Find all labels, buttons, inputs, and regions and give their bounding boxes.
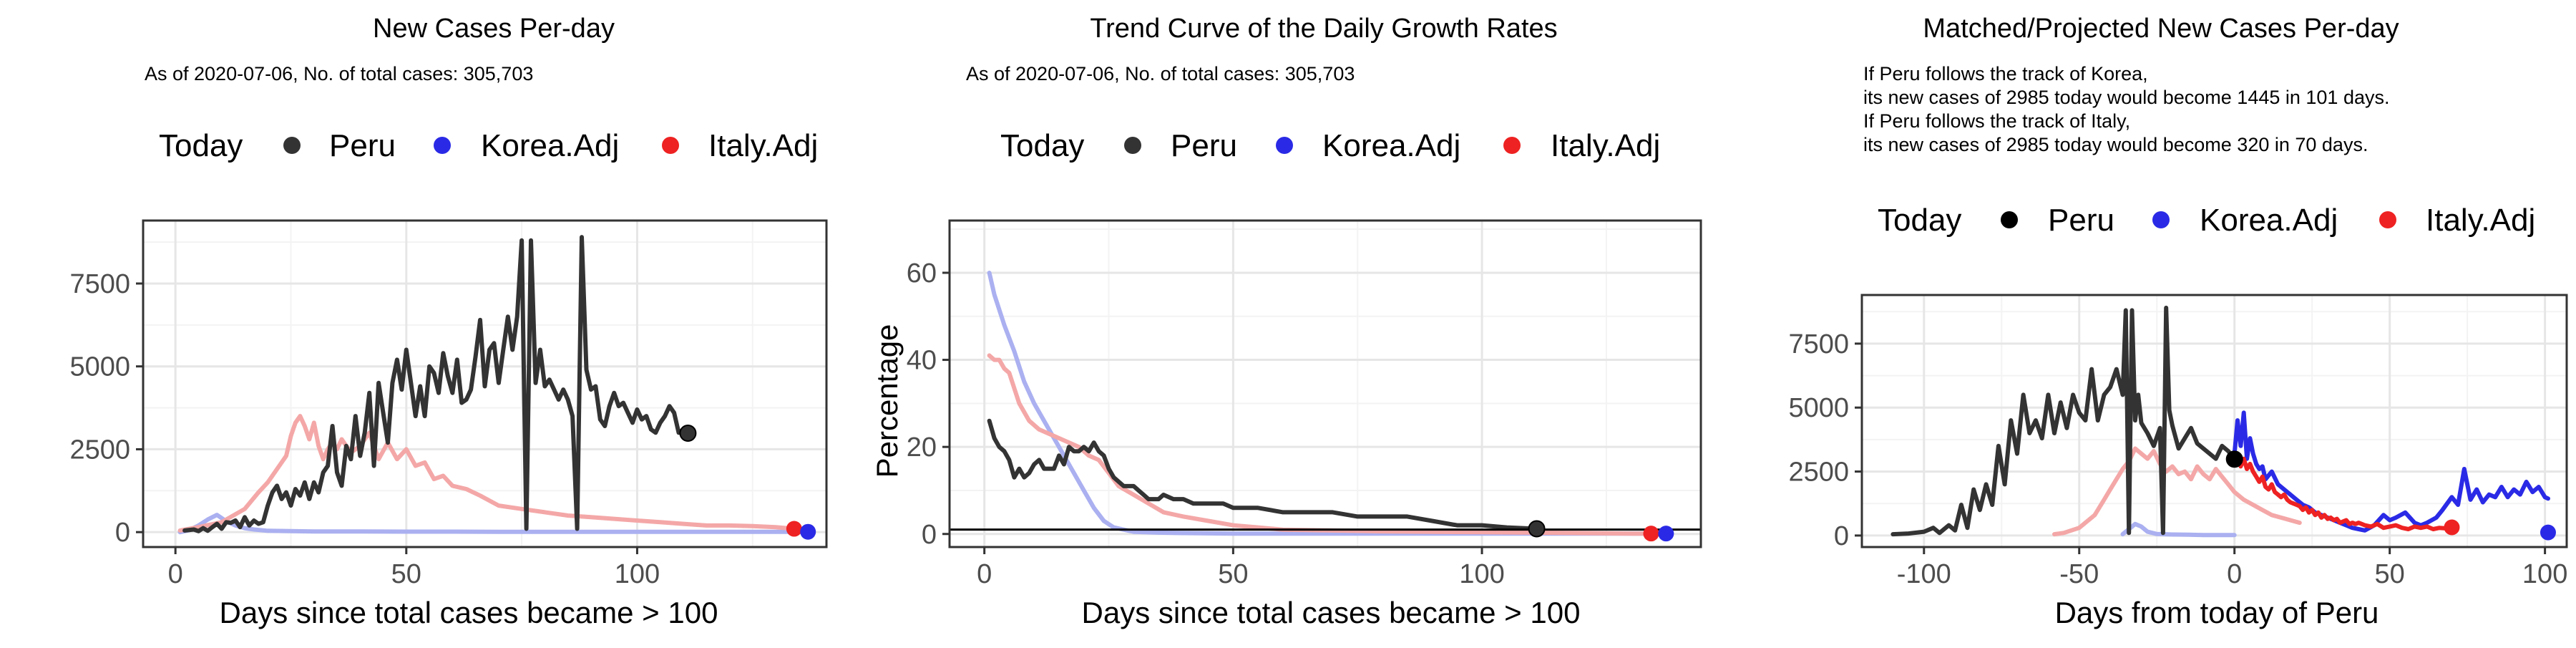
series-line-italy-adj-projected (2232, 454, 2454, 531)
chart-2-ylabel: Percentage (870, 324, 904, 478)
x-tick-label: 50 (391, 559, 421, 589)
x-tick-label: 0 (168, 559, 183, 589)
series-line-korea-adj-faded (177, 513, 806, 535)
chart-3-xlabel: Days from today of Peru (2055, 596, 2379, 629)
legend-italy-dot (1503, 137, 1521, 154)
legend-korea-dot (434, 137, 451, 154)
chart-1-plot: 0 50 100 0 2500 5000 7500 (69, 219, 828, 589)
y-tick-label: 20 (907, 432, 937, 463)
x-tick-label: 50 (1218, 559, 1248, 589)
today-point-peru (679, 424, 697, 442)
panel-border (948, 219, 1702, 548)
x-tick-label: 0 (2227, 559, 2242, 589)
x-tick-label: -50 (2059, 559, 2099, 589)
chart-1-xlabel: Days since total cases became > 100 (220, 596, 718, 629)
series-line-italy-adj-faded (177, 414, 796, 533)
x-tick-label: 50 (2375, 559, 2405, 589)
chart-1-legend: Today Peru Korea.Adj Italy.Adj (159, 128, 818, 163)
legend-korea-label: Korea.Adj (481, 128, 619, 163)
x-tick-label: 100 (615, 559, 660, 589)
y-tick-label: 2500 (1788, 458, 1849, 488)
legend-korea-dot (2152, 211, 2170, 228)
legend-peru-dot (1124, 137, 1141, 154)
subtitle-line: If Peru follows the track of Italy, (1863, 110, 2130, 132)
legend-peru-label: Peru (2048, 203, 2114, 238)
subtitle-line: its new cases of 2985 today would become… (1863, 87, 2389, 108)
chart-1-subtitle: As of 2020-07-06, No. of total cases: 30… (145, 63, 533, 84)
legend-today-label: Today (159, 128, 243, 163)
chart-3-plot: -100 -50 0 50 100 0 2500 5000 7500 (1788, 294, 2568, 589)
series-line-italy-adj-faded (2052, 446, 2302, 537)
y-tick-label: 60 (907, 258, 937, 289)
legend-today-label: Today (1000, 128, 1084, 163)
panel-border (1860, 294, 2568, 548)
legend-peru-dot (2001, 211, 2018, 228)
today-point-peru (1528, 520, 1546, 538)
today-point-korea-adj (2540, 524, 2556, 541)
legend-peru-label: Peru (329, 128, 396, 163)
legend-korea-dot (1276, 137, 1293, 154)
legend-italy-dot (662, 137, 679, 154)
legend-italy-label: Italy.Adj (2426, 203, 2535, 238)
x-tick-label: 100 (1459, 559, 1504, 589)
legend-italy-dot (2379, 211, 2396, 228)
y-tick-label: 5000 (1788, 393, 1849, 423)
chart-2-legend: Today Peru Korea.Adj Italy.Adj (1000, 128, 1660, 163)
series-line-peru-main (987, 418, 1539, 531)
chart-2-title: Trend Curve of the Daily Growth Rates (1090, 14, 1557, 44)
today-point-italy-adj (786, 521, 802, 537)
chart-2-xlabel: Days since total cases became > 100 (1082, 596, 1581, 629)
subtitle-line: If Peru follows the track of Korea, (1863, 63, 2148, 84)
y-tick-label: 2500 (69, 435, 130, 465)
chart-2-plot: 0 50 100 0 20 40 60 (907, 219, 1702, 589)
y-tick-label: 0 (922, 520, 937, 550)
series-line-peru-main (1890, 305, 2237, 537)
series-line-korea-adj-faded (2120, 521, 2237, 538)
today-point-italy-adj (1643, 526, 1659, 542)
today-point-korea-adj (1658, 526, 1674, 542)
x-tick-label: -100 (1897, 559, 1951, 589)
legend-korea-label: Korea.Adj (1322, 128, 1460, 163)
today-point-italy-adj (2444, 519, 2460, 536)
chart-3-title: Matched/Projected New Cases Per-day (1923, 14, 2399, 44)
legend-korea-label: Korea.Adj (2200, 203, 2338, 238)
series-line-peru-main (182, 235, 691, 533)
today-point-peru (2225, 450, 2243, 468)
y-tick-label: 0 (115, 518, 130, 548)
y-tick-label: 7500 (1788, 329, 1849, 359)
series-line-italy-adj-faded (987, 353, 1654, 536)
legend-peru-dot (283, 137, 301, 154)
legend-today-label: Today (1878, 203, 1961, 238)
legend-italy-label: Italy.Adj (1551, 128, 1660, 163)
subtitle-line: its new cases of 2985 today would become… (1863, 134, 2368, 155)
y-tick-label: 0 (1834, 521, 1849, 551)
x-tick-label: 0 (977, 559, 992, 589)
series-line-korea-adj-faded (987, 271, 1669, 536)
y-tick-label: 7500 (69, 269, 130, 299)
chart-3-subtitle: If Peru follows the track of Korea, its n… (1863, 63, 2389, 155)
chart-2-subtitle: As of 2020-07-06, No. of total cases: 30… (966, 63, 1355, 84)
y-tick-label: 40 (907, 346, 937, 376)
chart-3-legend: Today Peru Korea.Adj Italy.Adj (1878, 203, 2535, 238)
today-point-korea-adj (800, 523, 816, 540)
panel-border (142, 219, 828, 548)
chart-1-title: New Cases Per-day (373, 14, 615, 44)
x-tick-label: 100 (2522, 559, 2567, 589)
legend-italy-label: Italy.Adj (708, 128, 818, 163)
legend-peru-label: Peru (1171, 128, 1237, 163)
y-tick-label: 5000 (69, 352, 130, 382)
